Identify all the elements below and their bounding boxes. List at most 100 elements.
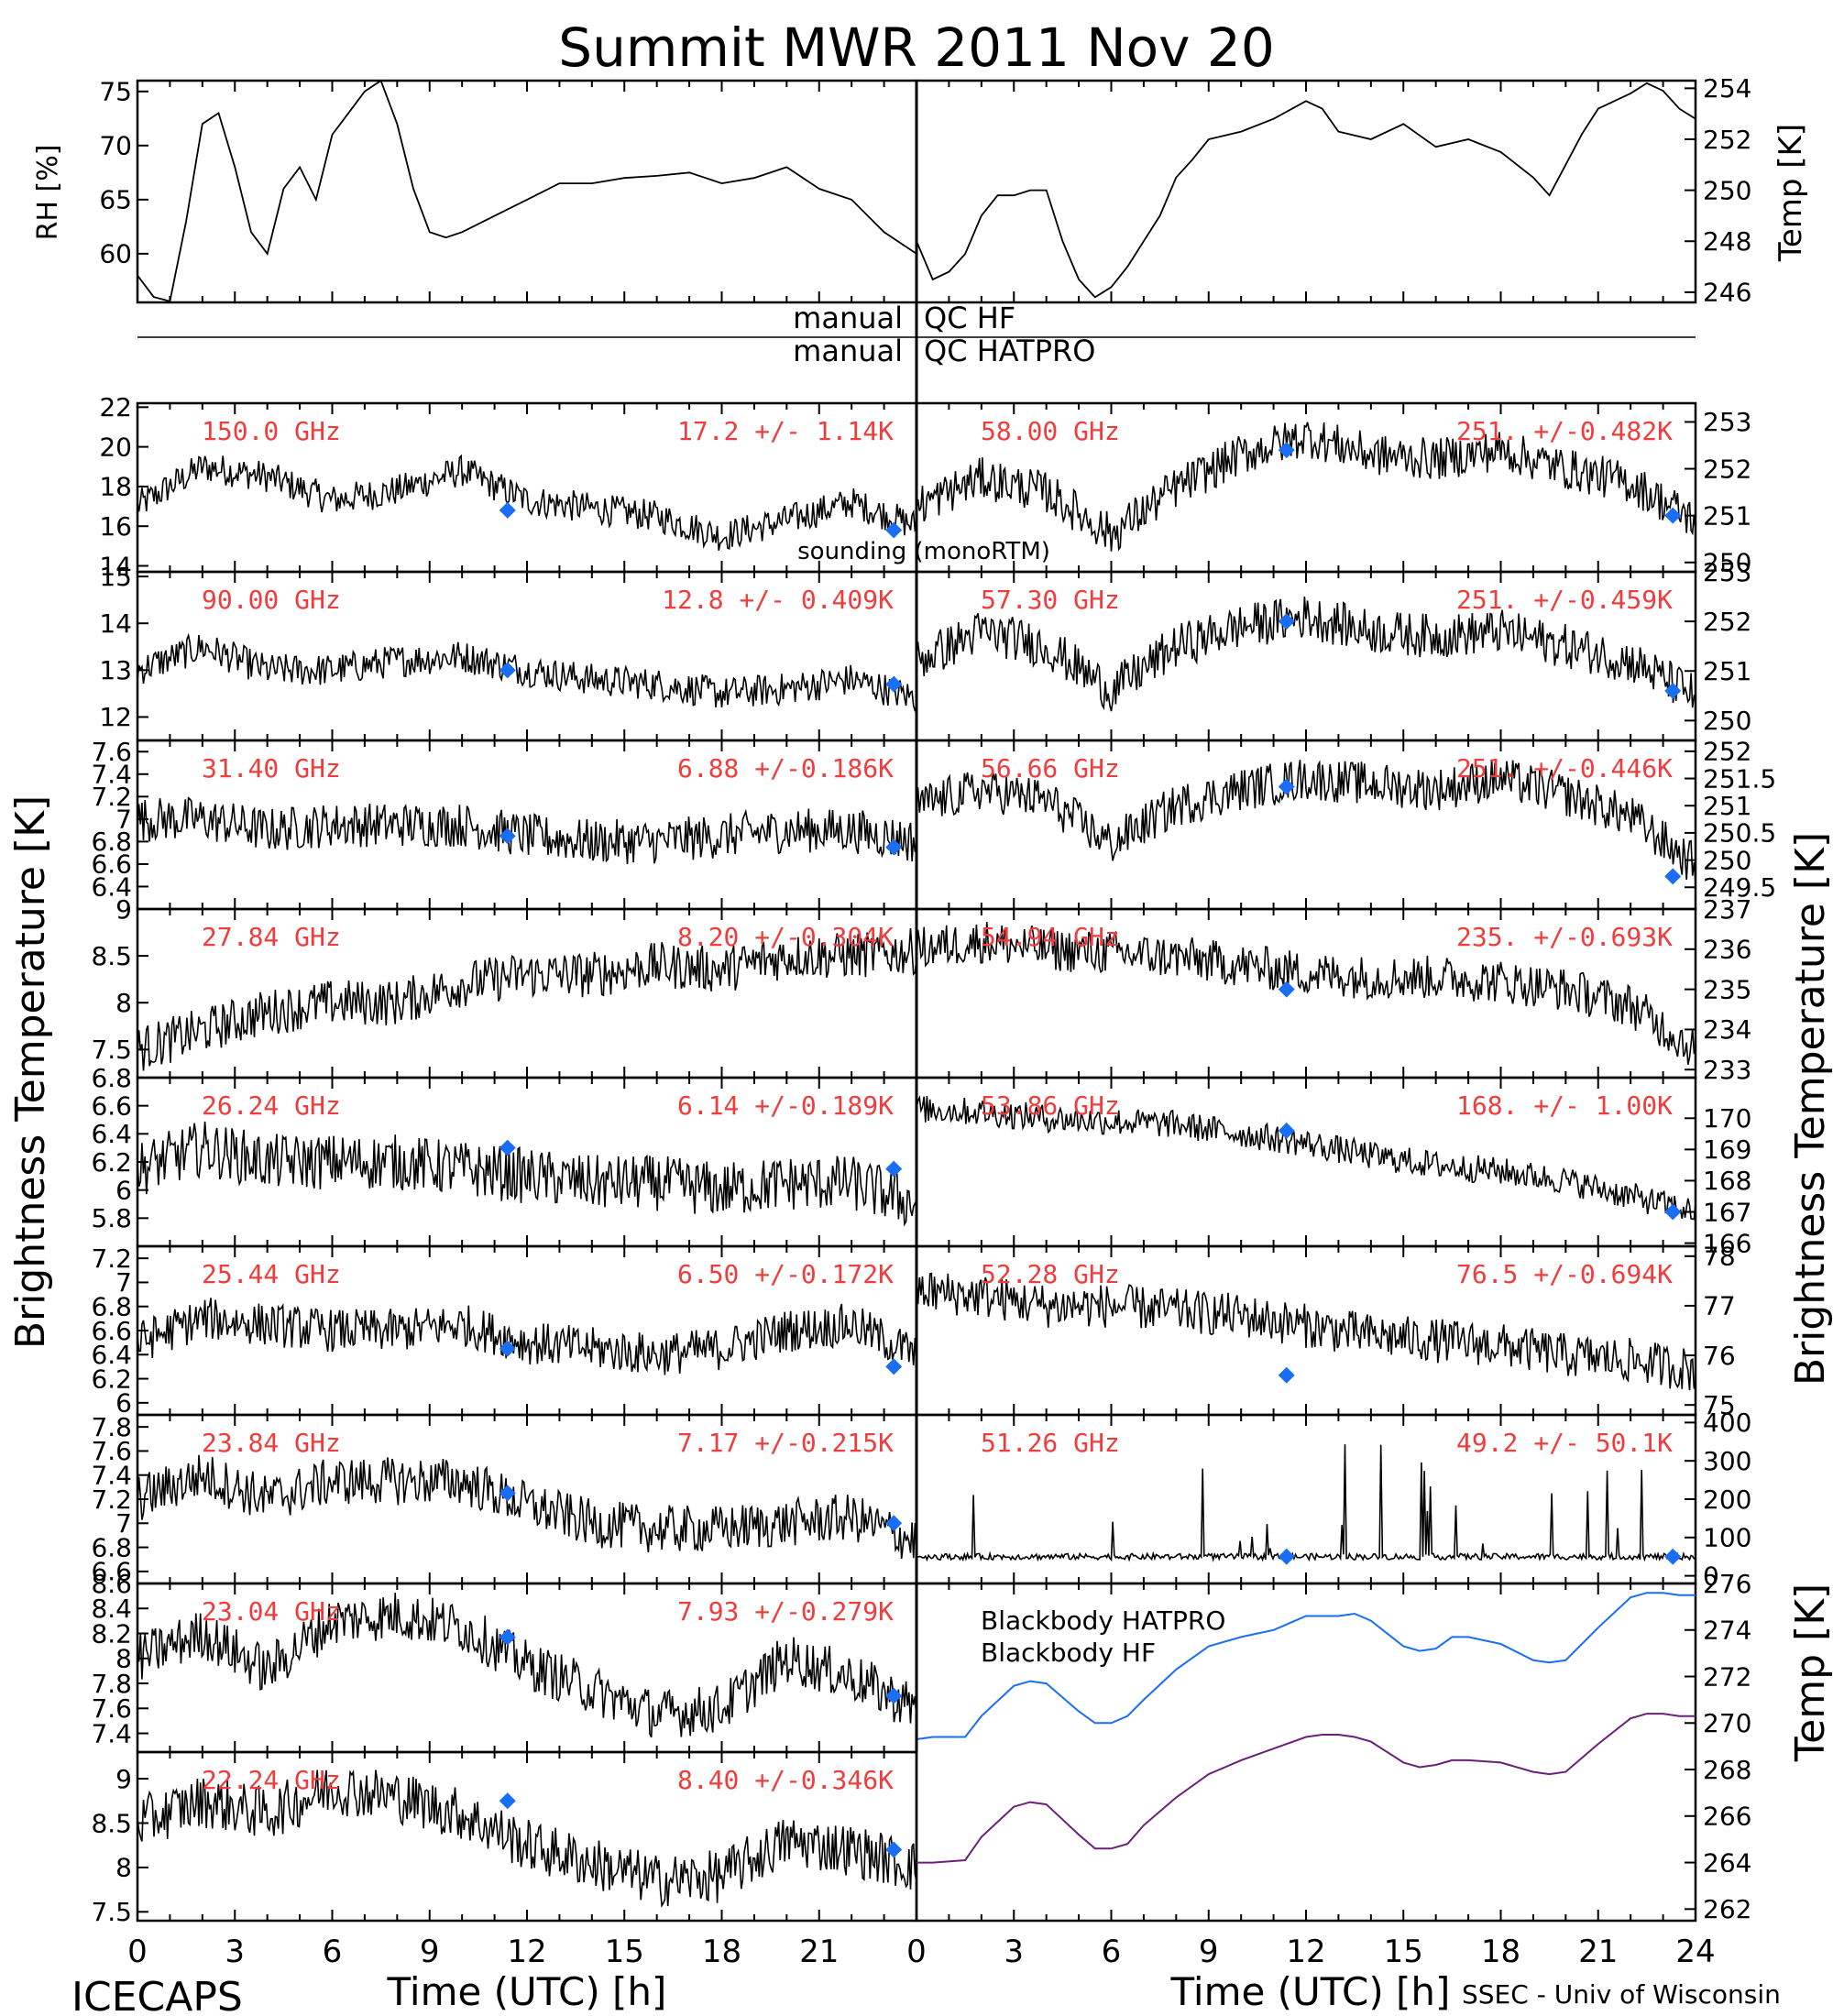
y-tick-label: 237 <box>1703 894 1751 925</box>
y-tick-label: 251 <box>1703 656 1751 686</box>
qc-hatpro-left-label: manual <box>793 334 903 368</box>
surface-temp-line <box>916 82 1696 299</box>
y-tick-label: 266 <box>1703 1802 1751 1832</box>
y-tick-label: 7.6 <box>91 1436 132 1466</box>
x-tick-label: 12 <box>1286 1934 1325 1970</box>
y-tick-label: 170 <box>1703 1103 1751 1134</box>
channel-stat-label: 251. +/-0.446K <box>1456 753 1673 783</box>
x-tick-label: 0 <box>127 1934 148 1970</box>
brightness-temperature-trace <box>916 1444 1696 1562</box>
channel-frequency-label: 58.00 GHz <box>981 416 1120 446</box>
y-tick-label: 7.2 <box>91 1485 132 1515</box>
y-tick-label: 75 <box>1703 1390 1736 1420</box>
y-tick-label: 6.8 <box>91 1532 132 1562</box>
y-tick-label: 276 <box>1703 1569 1751 1599</box>
y-tick-label: 0 <box>1703 1561 1719 1591</box>
y-tick-label: 65 <box>99 185 132 215</box>
y-tick-label: 6.8 <box>91 1292 132 1322</box>
y-tick-label: 6.2 <box>91 1147 132 1178</box>
channel-stat-label: 12.8 +/- 0.409K <box>662 585 894 615</box>
footer-left-text: ICECAPS <box>71 1974 243 2016</box>
y-tick-label: 13 <box>99 655 132 685</box>
sounding-marker <box>499 1792 516 1810</box>
sounding-marker <box>885 1358 903 1375</box>
rh-line <box>137 79 917 302</box>
x-tick-label: 3 <box>225 1934 245 1970</box>
channel-frequency-label: 57.30 GHz <box>981 585 1120 615</box>
sounding-marker <box>885 675 903 693</box>
y-tick-label: 7.8 <box>91 1669 132 1699</box>
brightness-temperature-trace <box>137 927 917 1071</box>
y-tick-label: 251.5 <box>1703 763 1776 794</box>
sounding-marker <box>1278 442 1295 459</box>
sounding-marker <box>885 1841 903 1858</box>
brightness-temperature-trace <box>137 632 917 713</box>
y-tick-label: 8 <box>115 988 132 1018</box>
sounding-marker <box>885 1160 903 1178</box>
y-tick-label: 166 <box>1703 1228 1751 1258</box>
y-tick-label: 7.4 <box>91 1718 132 1748</box>
y-tick-label: 70 <box>99 131 132 161</box>
sounding-marker <box>499 1628 516 1646</box>
x-tick-label: 9 <box>420 1934 440 1970</box>
sounding-marker <box>1278 1366 1295 1384</box>
y-tick-label: 250 <box>1703 706 1751 736</box>
y-tick-label: 22 <box>99 392 132 422</box>
channel-frequency-label: 31.40 GHz <box>202 753 341 783</box>
channel-stat-label: 8.20 +/-0.304K <box>677 922 894 952</box>
y-tick-label: 250 <box>1703 175 1751 205</box>
channel-stat-label: 6.50 +/-0.172K <box>677 1259 894 1289</box>
y-tick-label: 7.5 <box>91 1897 132 1927</box>
y-tick-label: 7.4 <box>91 1461 132 1491</box>
y-tick-label: 250 <box>1703 845 1751 875</box>
channel-stat-label: 251. +/-0.459K <box>1456 585 1673 615</box>
y-tick-label: 254 <box>1703 73 1751 104</box>
y-tick-label: 235 <box>1703 974 1751 1004</box>
y-tick-label: 250 <box>1703 548 1751 578</box>
y-tick-label: 6.6 <box>91 1090 132 1121</box>
y-tick-label: 250.5 <box>1703 818 1776 849</box>
sounding-marker <box>1664 507 1682 524</box>
channel-frequency-label: 23.04 GHz <box>202 1596 341 1627</box>
y-tick-label: 6.4 <box>91 871 132 902</box>
legend-blackbody-hf: Blackbody HF <box>981 1638 1156 1668</box>
y-tick-label: 76 <box>1703 1341 1736 1371</box>
y-tick-label: 400 <box>1703 1408 1751 1438</box>
brightness-temperature-trace <box>916 1094 1696 1221</box>
brightness-temperature-trace <box>137 454 917 551</box>
qc-hf-left-label: manual <box>793 301 903 335</box>
y-tick-label: 8.6 <box>91 1569 132 1599</box>
channel-frequency-label: 52.28 GHz <box>981 1259 1120 1289</box>
tb-left-ylabel: Brightness Temperature [K] <box>7 795 54 1349</box>
channel-stat-label: 235. +/-0.693K <box>1456 922 1673 952</box>
blackbody-hatpro-line <box>916 1592 1696 1740</box>
y-tick-label: 246 <box>1703 278 1751 308</box>
channel-frequency-label: 25.44 GHz <box>202 1259 341 1289</box>
brightness-temperature-trace <box>137 1593 917 1738</box>
sounding-marker <box>1664 682 1682 699</box>
y-tick-label: 6.4 <box>91 1119 132 1149</box>
y-tick-label: 9 <box>115 894 132 925</box>
y-tick-label: 8 <box>115 1853 132 1883</box>
channel-stat-label: 6.14 +/-0.189K <box>677 1090 894 1121</box>
y-tick-label: 8 <box>115 1644 132 1674</box>
y-tick-label: 253 <box>1703 557 1751 587</box>
sounding-marker <box>499 501 516 519</box>
channel-stat-label: 251. +/-0.482K <box>1456 416 1673 446</box>
y-tick-label: 272 <box>1703 1661 1751 1692</box>
y-tick-label: 7.8 <box>91 1412 132 1442</box>
y-tick-label: 168 <box>1703 1166 1751 1196</box>
brightness-temperature-trace <box>137 1298 917 1375</box>
x-tick-label: 21 <box>799 1934 839 1970</box>
channel-frequency-label: 54.94 GHz <box>981 922 1120 952</box>
y-tick-label: 251 <box>1703 500 1751 531</box>
y-tick-label: 7.5 <box>91 1035 132 1065</box>
temp-bottom-ylabel: Temp [K] <box>1787 1583 1833 1762</box>
y-tick-label: 253 <box>1703 407 1751 437</box>
y-tick-label: 249.5 <box>1703 872 1776 903</box>
channel-frequency-label: 150.0 GHz <box>202 416 341 446</box>
y-tick-label: 264 <box>1703 1847 1751 1878</box>
channel-frequency-label: 27.84 GHz <box>202 922 341 952</box>
